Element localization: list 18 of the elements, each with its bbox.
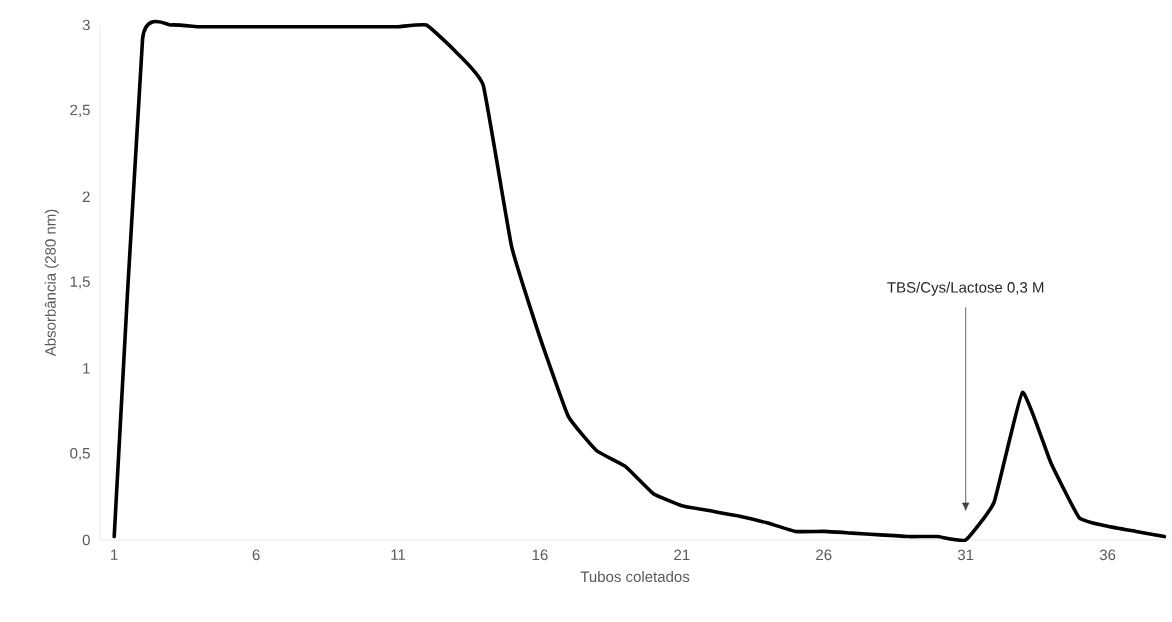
y-tick-label: 1 [83, 363, 90, 374]
y-tick-label: 0 [82, 534, 90, 546]
y-axis-title: Absorbância (280 nm) [44, 209, 59, 357]
y-tick-label: 3 [82, 19, 90, 31]
x-tick-label: 21 [674, 549, 690, 561]
y-tick-label: 1,5 [70, 276, 90, 289]
x-axis-title: Tubos coletados [580, 571, 690, 583]
x-tick-label: 31 [957, 549, 974, 561]
x-tick-label: 11 [391, 549, 406, 560]
y-tick-label: 0,5 [70, 447, 90, 461]
x-tick-label: 1 [111, 549, 118, 560]
ref-line-label: TBS/Cys/Lactose 0,3 M [887, 281, 1044, 296]
y-tick-label: 2,5 [70, 104, 90, 118]
x-tick-label: 36 [1099, 549, 1116, 561]
x-tick-label: 26 [816, 549, 832, 561]
x-tick-label: 16 [532, 549, 548, 561]
x-tick-label: 6 [252, 549, 260, 561]
y-tick-label: 2 [82, 191, 90, 202]
